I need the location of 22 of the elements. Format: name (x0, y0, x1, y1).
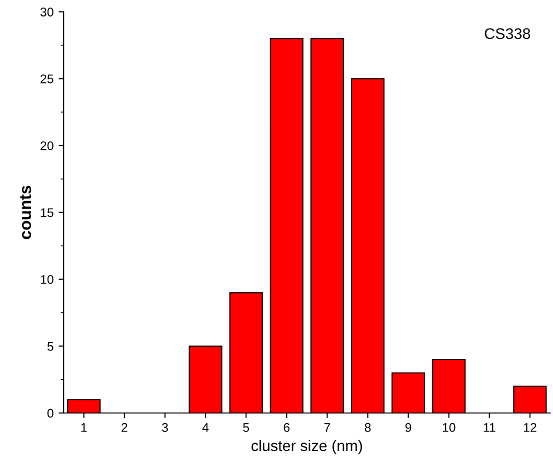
x-tick-label: 7 (324, 423, 330, 432)
y-axis-title: counts (20, 186, 32, 240)
y-tick-label: 0 (47, 408, 54, 418)
annotation: CS338 (484, 28, 530, 40)
x-tick-label: 1 (81, 423, 87, 432)
x-tick-label: 3 (162, 423, 168, 432)
x-tick-label: 4 (202, 423, 209, 432)
x-tick-label: 5 (243, 423, 250, 432)
y-tick-label: 15 (40, 208, 54, 218)
x-tick-label: 2 (122, 423, 128, 432)
x-tick-label: 12 (524, 423, 536, 432)
x-tick-label: 9 (405, 423, 412, 432)
x-axis-title: cluster size (nm) (252, 440, 362, 454)
x-tick-label: 8 (364, 423, 371, 432)
y-tick-label: 10 (40, 275, 54, 284)
y-tick-label: 30 (40, 8, 54, 16)
x-tick-label: 10 (442, 423, 456, 432)
y-tick-label: 25 (40, 74, 54, 84)
x-tick-label: 11 (484, 423, 496, 432)
y-tick-label: 5 (47, 342, 54, 351)
x-tick-label: 6 (284, 423, 290, 432)
y-tick-label: 20 (40, 141, 54, 150)
